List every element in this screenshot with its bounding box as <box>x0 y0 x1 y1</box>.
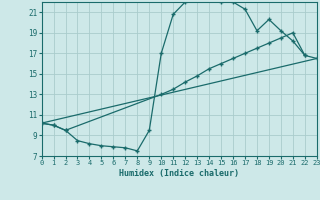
X-axis label: Humidex (Indice chaleur): Humidex (Indice chaleur) <box>119 169 239 178</box>
